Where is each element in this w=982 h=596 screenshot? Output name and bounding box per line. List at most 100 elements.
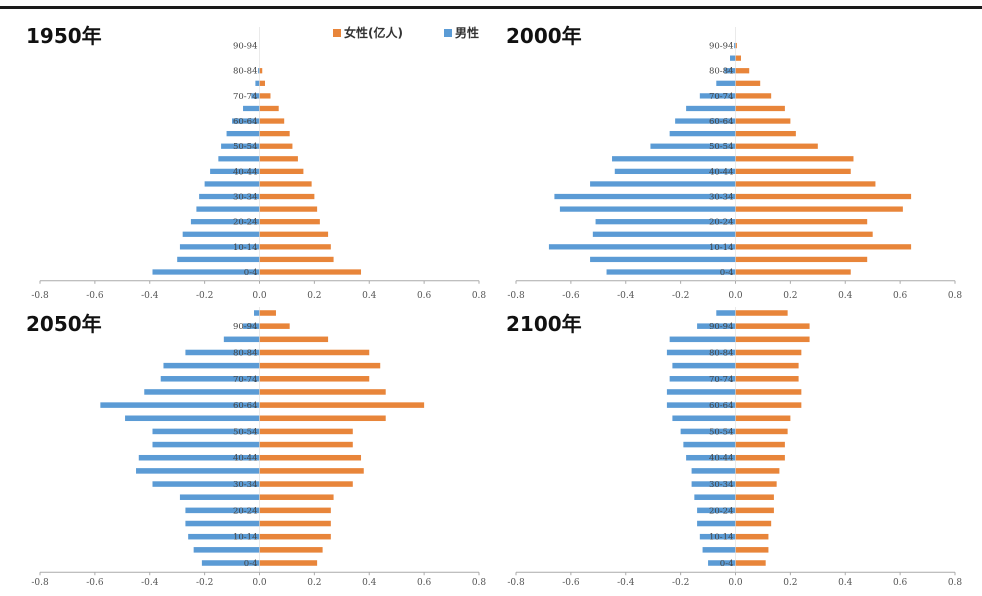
male-bar-15-19 (185, 520, 260, 527)
male-bar-35-39 (136, 468, 260, 474)
pyramid-panel-2: 2000年 -0.8 -0.6 -0.4 -0.2 0.0 0.2 0.4 0.6 0.8 0-4 1… (506, 24, 962, 301)
age-label: 10-14 (709, 533, 734, 543)
female-bar-25-29 (259, 206, 318, 212)
x-tick-label: 0.6 (893, 578, 908, 588)
x-tick-label: -0.4 (141, 291, 159, 301)
age-label: 20-24 (709, 506, 734, 516)
male-bar-45-49 (612, 156, 736, 162)
female-bar-80-84 (735, 349, 802, 356)
panel-title: 2050年 (26, 312, 102, 336)
x-tick-label: 0.6 (417, 578, 432, 588)
male-bar-65-69 (666, 389, 736, 395)
female-bar-65-69 (735, 105, 785, 112)
x-tick-label: 0.2 (307, 291, 321, 301)
female-bar-65-69 (259, 389, 386, 395)
age-label: 0-4 (244, 559, 258, 569)
x-tick-label: -0.8 (31, 578, 49, 588)
male-bar-15-19 (592, 231, 736, 237)
female-bar-5-9 (259, 256, 334, 263)
female-bar-35-39 (735, 181, 876, 187)
age-label: 50-54 (709, 142, 734, 152)
female-bar-30-34 (735, 481, 777, 487)
x-tick-label: -0.2 (196, 578, 213, 588)
male-bar-35-39 (691, 468, 736, 474)
male-bar-35-39 (590, 181, 736, 187)
male-bar-50-54 (152, 428, 260, 435)
age-label: 60-64 (233, 401, 258, 411)
female-bar-95-99 (259, 310, 276, 316)
female-bar-50-54 (735, 143, 818, 149)
x-tick-label: 0.6 (417, 291, 432, 301)
male-bar-25-29 (179, 494, 260, 500)
age-label: 70-74 (709, 92, 734, 102)
age-label: 30-34 (709, 480, 734, 490)
male-bar-55-59 (125, 415, 260, 422)
male-bar-70-74 (669, 376, 736, 382)
female-bar-20-24 (735, 219, 868, 225)
male-bar-5-9 (177, 256, 260, 263)
x-tick-label: -0.2 (672, 291, 689, 301)
age-label: 20-24 (233, 218, 258, 228)
x-tick-label: -0.2 (672, 578, 689, 588)
male-bar-50-54 (680, 428, 736, 435)
female-bar-45-49 (735, 156, 854, 162)
female-bar-50-54 (259, 428, 353, 435)
age-label: 90-94 (709, 42, 734, 52)
female-bar-50-54 (735, 428, 788, 435)
female-bar-0-4 (735, 269, 851, 275)
x-tick-label: -0.4 (617, 578, 635, 588)
male-bar-95-99 (716, 310, 736, 316)
female-bar-55-59 (735, 130, 796, 137)
x-tick-label: 0.2 (783, 578, 797, 588)
male-bar-30-34 (199, 193, 260, 200)
female-bar-55-59 (735, 415, 791, 422)
x-tick-label: 0.4 (362, 578, 377, 588)
male-bar-75-79 (255, 80, 260, 86)
x-tick-label: -0.8 (507, 291, 525, 301)
female-bar-35-39 (259, 468, 364, 474)
x-tick-label: 0.4 (362, 291, 377, 301)
legend-male-swatch (444, 29, 452, 37)
male-bar-50-54 (650, 143, 736, 149)
age-label: 90-94 (709, 322, 734, 332)
female-bar-30-34 (259, 193, 315, 200)
pyramid-panel-3: 2050年 -0.8 -0.6 -0.4 -0.2 0.0 0.2 0.4 0.6 0.8 0-4 1… (26, 307, 486, 588)
x-tick-label: -0.6 (562, 291, 580, 301)
x-tick-label: 0.2 (307, 578, 321, 588)
male-bar-10-14 (188, 533, 260, 540)
female-bar-30-34 (735, 193, 912, 200)
age-label: 0-4 (720, 559, 734, 569)
x-tick-label: -0.4 (617, 291, 635, 301)
female-bar-20-24 (735, 507, 774, 514)
male-bar-0-4 (152, 269, 260, 275)
female-bar-60-64 (735, 118, 791, 124)
male-bar-25-29 (694, 494, 736, 500)
male-bar-80-84 (666, 349, 736, 356)
female-bar-5-9 (735, 256, 868, 263)
male-bar-5-9 (702, 547, 736, 553)
x-tick-label: -0.6 (86, 291, 104, 301)
female-bar-75-79 (259, 362, 381, 369)
x-tick-label: 0.8 (472, 291, 487, 301)
male-bar-85-89 (730, 55, 736, 61)
male-bar-30-34 (152, 481, 260, 487)
age-label: 60-64 (709, 401, 734, 411)
x-tick-label: -0.6 (562, 578, 580, 588)
female-bar-40-44 (259, 168, 304, 175)
female-bar-90-94 (735, 42, 737, 49)
male-bar-45-49 (218, 156, 260, 162)
age-label: 60-64 (233, 117, 258, 127)
age-label: 60-64 (709, 117, 734, 127)
age-label: 40-44 (709, 167, 734, 177)
male-bar-55-59 (669, 130, 736, 137)
female-bar-70-74 (259, 93, 271, 99)
male-bar-40-44 (138, 454, 260, 461)
age-label: 10-14 (709, 243, 734, 253)
female-bar-10-14 (735, 244, 912, 250)
female-bar-0-4 (735, 560, 766, 566)
female-bar-60-64 (259, 118, 285, 124)
age-label: 10-14 (233, 243, 258, 253)
female-bar-15-19 (735, 520, 772, 527)
male-bar-20-24 (697, 507, 736, 514)
